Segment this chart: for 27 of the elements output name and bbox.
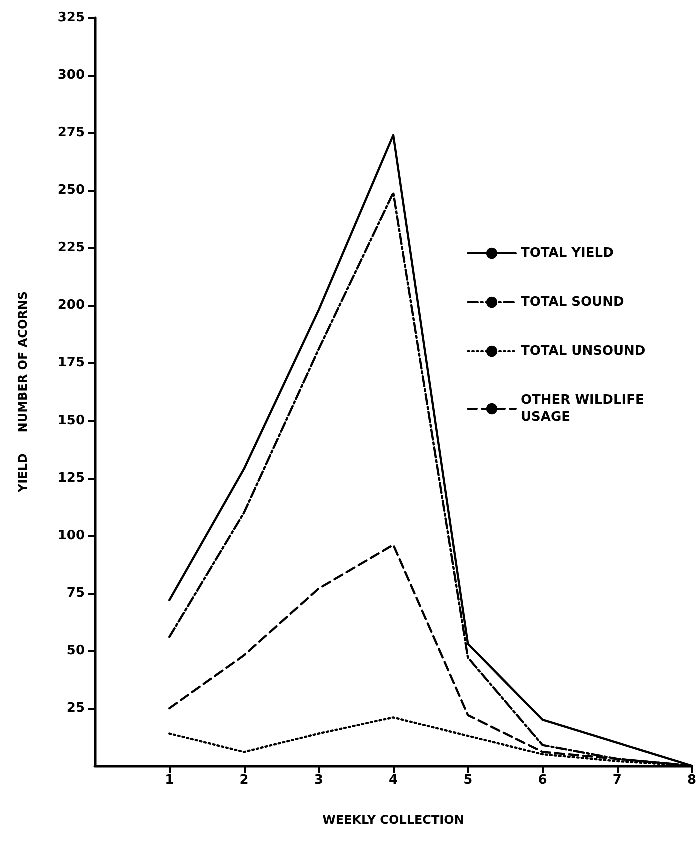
y-tick-label: 325 xyxy=(58,10,85,26)
y-tick-label: 125 xyxy=(58,470,85,486)
x-axis-title: WEEKLY COLLECTION xyxy=(322,813,464,827)
x-tick-label: 8 xyxy=(687,773,697,788)
y-tick-label: 150 xyxy=(58,413,85,428)
x-tick-label: 2 xyxy=(240,773,249,788)
y-axis-title: YIELD NUMBER OF ACORNS xyxy=(16,291,30,494)
legend-label: TOTAL YIELD xyxy=(521,246,614,261)
y-tick-label: 250 xyxy=(58,183,85,198)
legend-label: TOTAL UNSOUND xyxy=(521,344,646,359)
y-tick-label: 50 xyxy=(66,643,85,658)
y-tick-label: 300 xyxy=(58,68,85,84)
x-tick-label: 6 xyxy=(538,773,548,788)
y-tick-label: 225 xyxy=(58,240,85,256)
legend-label: TOTAL SOUND xyxy=(521,295,624,310)
y-tick-label: 100 xyxy=(58,528,85,544)
x-tick-label: 5 xyxy=(464,773,473,788)
x-tick-label: 3 xyxy=(314,773,324,788)
y-tick-label: 175 xyxy=(58,356,85,371)
y-tick-label: 200 xyxy=(58,298,85,314)
legend-label: OTHER WILDLIFE USAGE xyxy=(521,393,649,425)
y-tick-label: 275 xyxy=(58,126,85,141)
x-tick-label: 4 xyxy=(388,773,398,788)
y-tick-label: 75 xyxy=(66,586,85,601)
y-tick-label: 25 xyxy=(66,700,85,716)
x-tick-label: 7 xyxy=(612,773,622,788)
x-tick-label: 1 xyxy=(165,773,174,788)
